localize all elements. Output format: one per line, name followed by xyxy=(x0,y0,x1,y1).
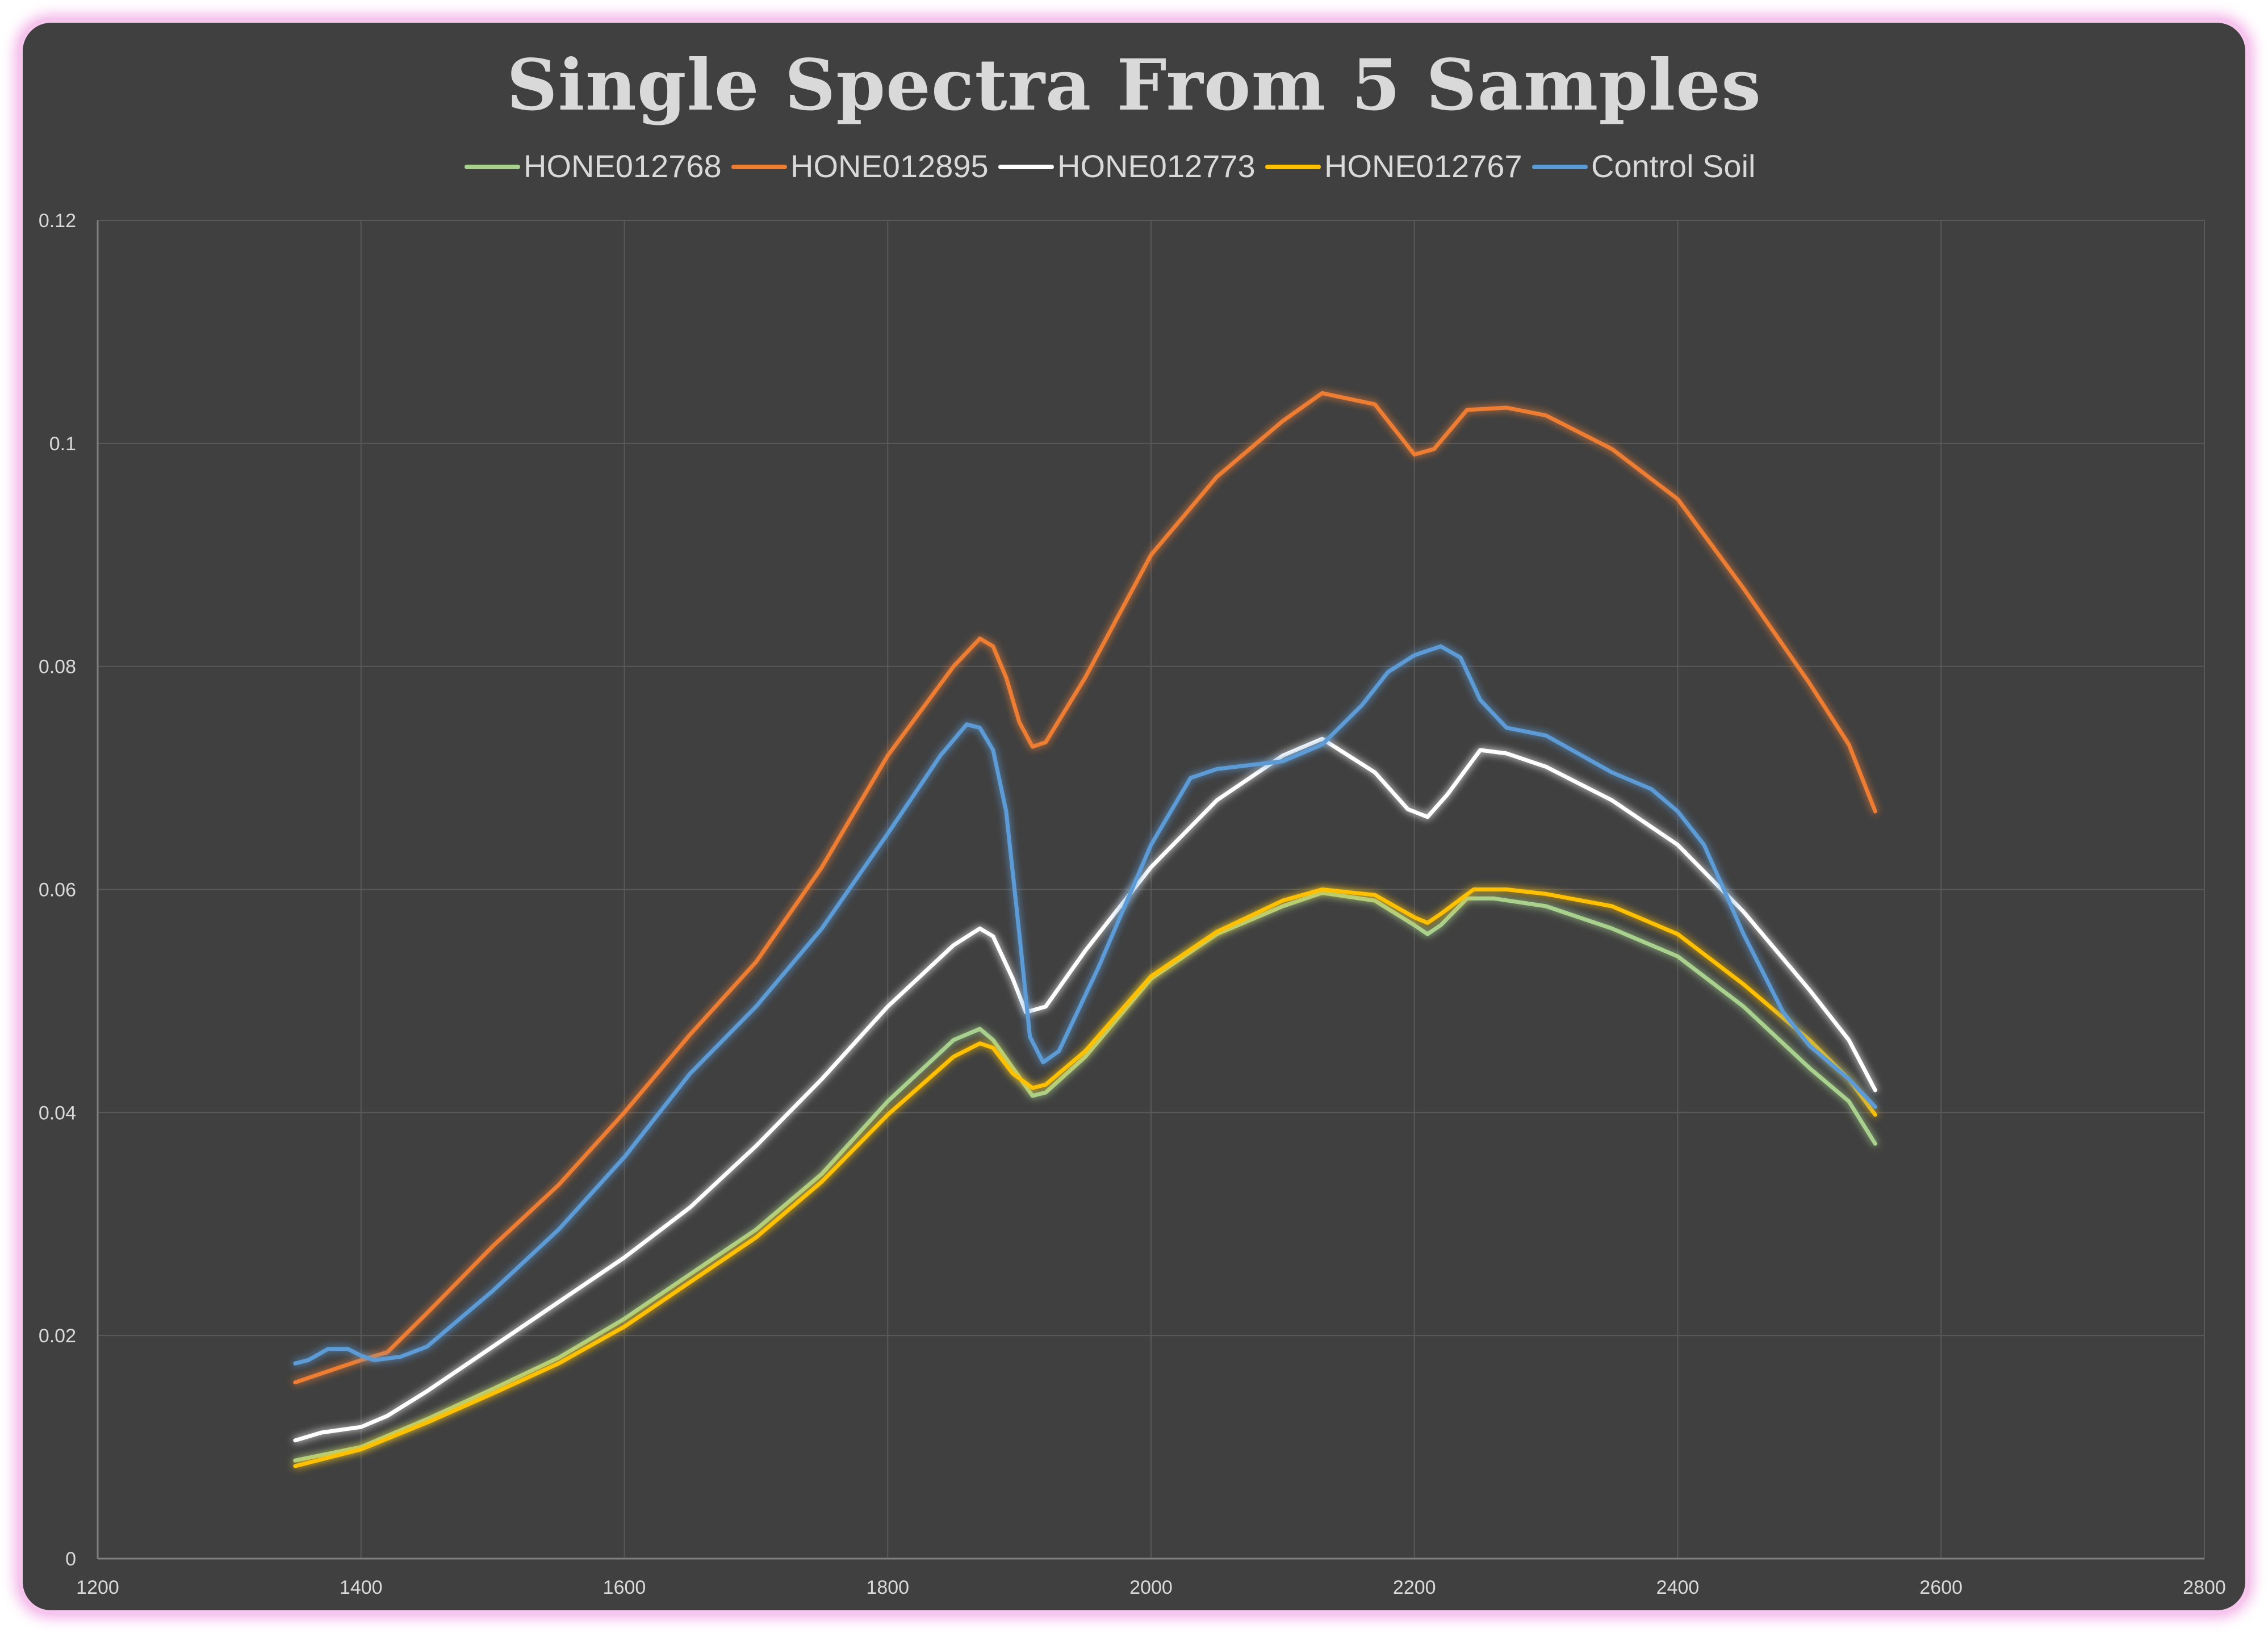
y-tick-label: 0.12 xyxy=(39,210,76,232)
series-lines xyxy=(293,391,1877,1468)
chart-title: Single Spectra From 5 Samples xyxy=(507,44,1761,127)
x-tick-label: 2800 xyxy=(2183,1577,2226,1598)
gridlines xyxy=(97,220,2205,1559)
legend-label: HONE012895 xyxy=(790,148,989,184)
x-tick-label: 2600 xyxy=(1919,1577,1962,1598)
series-line-hone012768 xyxy=(293,890,1877,1463)
series-line-control-soil xyxy=(293,644,1877,1366)
x-tick-label: 1200 xyxy=(76,1577,119,1598)
x-tick-label: 1400 xyxy=(340,1577,383,1598)
y-tick-label: 0.06 xyxy=(39,880,76,901)
legend-label: Control Soil xyxy=(1591,148,1755,184)
series-line-hone012767 xyxy=(293,887,1877,1468)
legend-label: HONE012768 xyxy=(524,148,722,184)
x-tick-label: 2400 xyxy=(1656,1577,1700,1598)
y-tick-label: 0 xyxy=(65,1548,76,1570)
x-tick-label: 2000 xyxy=(1129,1577,1173,1598)
legend: HONE012768 HONE012895 HONE012773 HONE012767… xyxy=(465,148,1755,184)
x-tick-label: 2200 xyxy=(1393,1577,1436,1598)
series-line-hone012773 xyxy=(293,736,1877,1443)
x-tick-label: 1800 xyxy=(866,1577,909,1598)
y-tick-label: 0.04 xyxy=(39,1102,76,1124)
y-tick-label: 0.08 xyxy=(39,656,76,678)
legend-label: HONE012773 xyxy=(1057,148,1256,184)
series-line-hone012895 xyxy=(293,391,1877,1385)
y-tick-label: 0.02 xyxy=(39,1325,76,1347)
axes: 1200 1400 1600 1800 2000 2200 2400 2600 2800 0 0.0… xyxy=(39,210,2226,1598)
legend-label: HONE012767 xyxy=(1324,148,1522,184)
y-tick-label: 0.1 xyxy=(49,433,76,455)
x-tick-label: 1600 xyxy=(603,1577,646,1598)
